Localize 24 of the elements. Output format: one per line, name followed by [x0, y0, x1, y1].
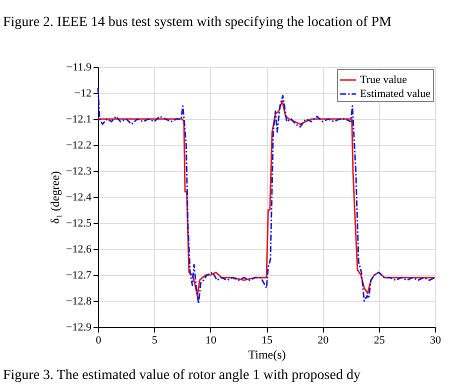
- caption: Figure 3. The estimated value of rotor angle 1 with proposed dy: [3, 368, 360, 383]
- caption: Figure 2. IEEE 14 bus test system with specifying the location of PM: [3, 15, 392, 30]
- x-tick-label: 15: [262, 334, 273, 346]
- y-tick-label: −12.4: [66, 192, 92, 204]
- x-tick-label: 30: [430, 334, 442, 346]
- y-tick-label: −11.9: [66, 62, 92, 74]
- x-axis-title: Time(s): [248, 348, 286, 362]
- x-tick-label: 20: [318, 334, 330, 346]
- y-tick-label: −12.5: [66, 218, 92, 230]
- y-tick-label: −12.6: [66, 244, 92, 256]
- x-tick-label: 5: [152, 334, 158, 346]
- x-tick-label: 25: [374, 334, 386, 346]
- y-tick-label: −12.8: [66, 296, 92, 308]
- y-axis-title: δ₁ (degree): [48, 171, 62, 224]
- y-tick-label: −12.7: [66, 270, 92, 282]
- y-tick-label: −12: [74, 88, 92, 100]
- legend-label: True value: [360, 74, 408, 86]
- legend-label: Estimated value: [360, 88, 431, 100]
- y-tick-label: −12.1: [66, 114, 92, 126]
- y-tick-label: −12.9: [66, 322, 92, 334]
- x-tick-label: 10: [205, 334, 217, 346]
- x-tick-label: 0: [96, 334, 102, 346]
- y-tick-label: −12.3: [66, 166, 92, 178]
- y-tick-label: −12.2: [66, 140, 92, 152]
